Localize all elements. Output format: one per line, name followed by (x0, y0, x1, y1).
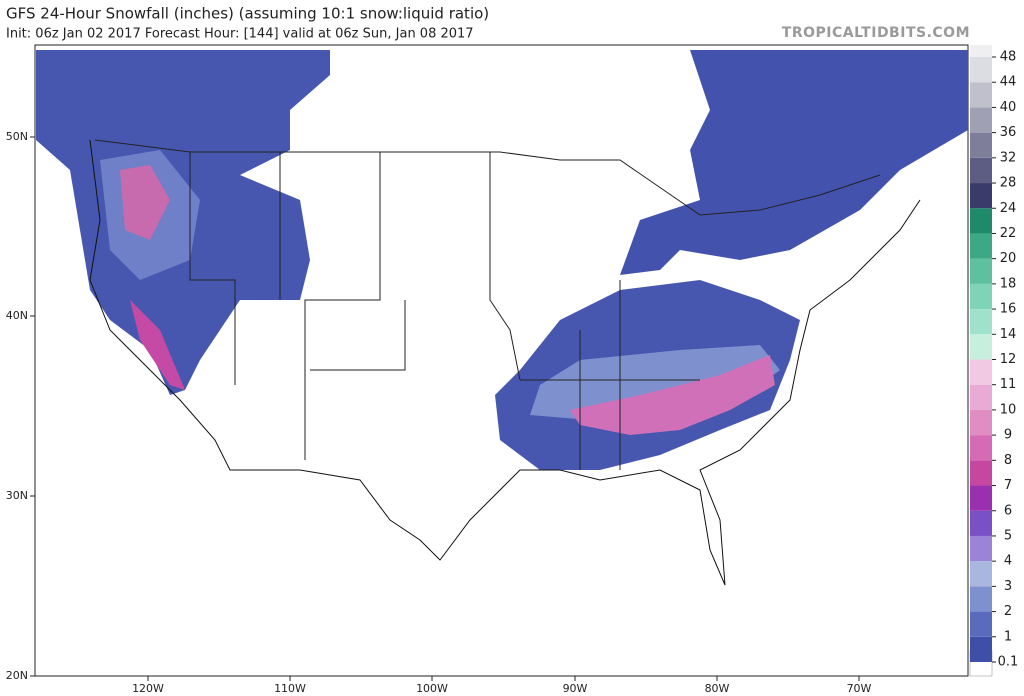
colorbar-label: 22 (1000, 226, 1017, 241)
colorbar-segment (970, 107, 992, 133)
colorbar-segment (970, 208, 992, 234)
colorbar-segment (970, 409, 992, 436)
colorbar-segment (970, 485, 992, 511)
colorbar-label: 6 (1004, 503, 1012, 518)
colorbar-segment (970, 157, 992, 184)
colorbar-segment (970, 636, 992, 662)
colorbar-segment (970, 57, 992, 83)
colorbar-label: 16 (1000, 302, 1017, 317)
colorbar-segment (970, 309, 992, 335)
colorbar-label: 48 (1000, 50, 1017, 65)
colorbar-label: 36 (1000, 125, 1017, 140)
watermark: TROPICALTIDBITS.COM (782, 25, 970, 41)
lon-label: 100W (416, 682, 448, 695)
colorbar-label: 44 (1000, 75, 1017, 90)
colorbar-label: 7 (1004, 478, 1012, 493)
colorbar-label: 28 (1000, 176, 1017, 191)
lat-label: 50N (6, 130, 28, 143)
colorbar-label: 2 (1004, 604, 1012, 619)
colorbar-segment (970, 82, 992, 108)
colorbar-label: 0.1 (998, 655, 1019, 670)
colorbar-segment (970, 561, 992, 587)
snow-sierra (130, 300, 185, 390)
colorbar-segment (970, 233, 992, 259)
colorbar-segment (970, 384, 992, 410)
lon-label: 70W (847, 682, 872, 695)
colorbar-label: 18 (1000, 276, 1017, 291)
colorbar-label: 14 (1000, 327, 1017, 342)
colorbar-segment (970, 611, 992, 637)
colorbar-segment (970, 258, 992, 284)
colorbar: 0.11234567891011121416182022242832364044… (969, 45, 1019, 677)
colorbar-segment (970, 586, 992, 612)
colorbar-segment (970, 535, 992, 562)
coastline (89, 139, 921, 586)
colorbar-label: 9 (1004, 428, 1012, 443)
state-borders (189, 152, 700, 470)
colorbar-label: 20 (1000, 251, 1017, 266)
colorbar-above-max (970, 45, 992, 57)
map (34, 44, 969, 677)
colorbar-label: 10 (1000, 402, 1017, 417)
lon-label: 110W (274, 682, 306, 695)
colorbar-segment (970, 334, 992, 360)
colorbar-segment (970, 435, 992, 461)
snow-west-peak (120, 165, 170, 240)
map-axes: 50N 40N 30N 20N 120W 110W 100W 90W 80W 70W (6, 130, 872, 695)
colorbar-segment (970, 359, 992, 385)
lon-label: 80W (705, 682, 730, 695)
colorbar-label: 12 (1000, 352, 1017, 367)
colorbar-segment (970, 183, 992, 209)
colorbar-label: 5 (1004, 528, 1012, 543)
colorbar-label: 40 (1000, 100, 1017, 115)
lon-label: 90W (563, 682, 588, 695)
lat-label: 30N (6, 489, 28, 502)
title: GFS 24-Hour Snowfall (inches) (assuming … (6, 5, 489, 23)
colorbar-label: 3 (1004, 579, 1012, 594)
us-canada-border (94, 139, 881, 216)
subtitle: Init: 06z Jan 02 2017 Forecast Hour: [14… (6, 27, 474, 42)
snow-southeast-core (570, 355, 775, 435)
colorbar-label: 32 (1000, 150, 1017, 165)
colorbar-label: 11 (1000, 377, 1017, 392)
colorbar-segment (970, 510, 992, 536)
lon-label: 120W (132, 682, 164, 695)
colorbar-label: 24 (1000, 201, 1017, 216)
colorbar-segment (970, 132, 992, 158)
snow-northeast (620, 50, 968, 275)
colorbar-segment (970, 283, 992, 310)
colorbar-label: 1 (1004, 629, 1012, 644)
lat-label: 40N (6, 309, 28, 322)
colorbar-label: 8 (1004, 453, 1012, 468)
colorbar-label: 4 (1004, 554, 1012, 569)
colorbar-segment (970, 460, 992, 486)
lat-label: 20N (6, 669, 28, 682)
